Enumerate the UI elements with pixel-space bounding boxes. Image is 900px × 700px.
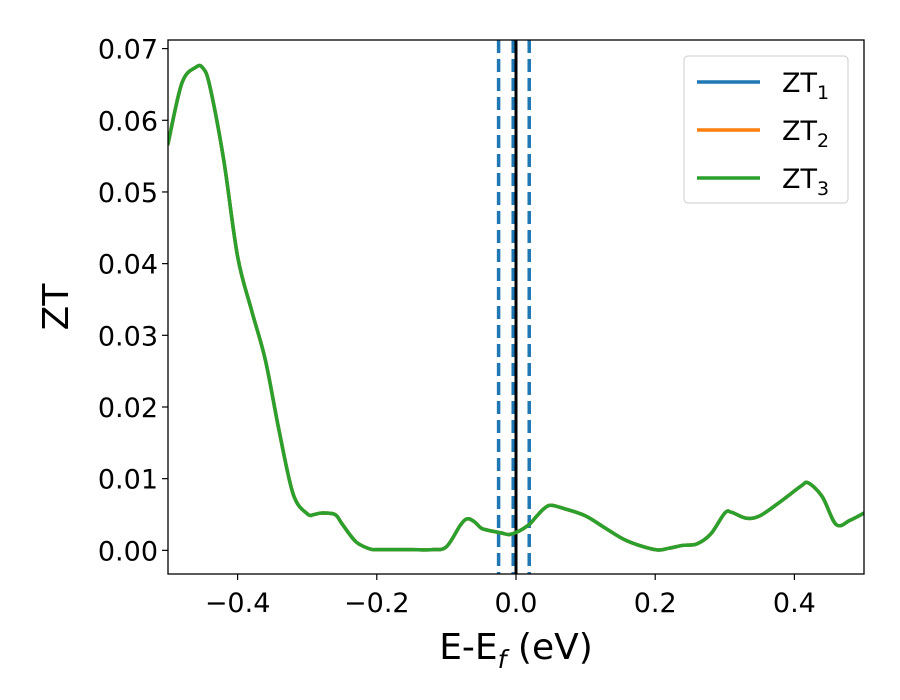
y-tick-label: 0.01 bbox=[98, 465, 158, 496]
series-layer bbox=[168, 63, 864, 552]
y-tick-label: 0.05 bbox=[98, 178, 158, 209]
y-tick-label: 0.02 bbox=[98, 393, 158, 424]
x-tick-label: 0.0 bbox=[495, 588, 538, 619]
x-tick-label: 0.2 bbox=[634, 588, 677, 619]
legend: ZT1 ZT2 ZT3 bbox=[683, 55, 849, 204]
y-axis: 0.00 0.01 0.02 0.03 0.04 0.05 0.06 0.07 bbox=[98, 35, 168, 567]
reference-lines bbox=[496, 40, 531, 574]
series-line-zt3 bbox=[168, 63, 864, 552]
x-tick-label: −0.2 bbox=[344, 588, 410, 619]
y-tick-label: 0.04 bbox=[98, 250, 158, 281]
legend-label-zt1: ZT1 bbox=[782, 68, 829, 104]
legend-label-zt3: ZT3 bbox=[782, 164, 829, 200]
legend-frame bbox=[683, 55, 849, 204]
y-tick-label: 0.03 bbox=[98, 321, 158, 352]
x-tick-label: 0.4 bbox=[773, 588, 816, 619]
y-tick-label: 0.06 bbox=[98, 106, 158, 137]
y-tick-label: 0.07 bbox=[98, 35, 158, 66]
x-axis: −0.4 −0.2 0.0 0.2 0.4 bbox=[205, 574, 816, 619]
x-tick-label: −0.4 bbox=[205, 588, 271, 619]
y-tick-label: 0.00 bbox=[98, 536, 158, 567]
y-axis-title: ZT bbox=[36, 283, 77, 331]
x-axis-title: E-Ef (eV) bbox=[439, 627, 593, 674]
legend-label-zt2: ZT2 bbox=[782, 116, 829, 152]
x-axis-title-unit: (eV) bbox=[506, 627, 592, 668]
